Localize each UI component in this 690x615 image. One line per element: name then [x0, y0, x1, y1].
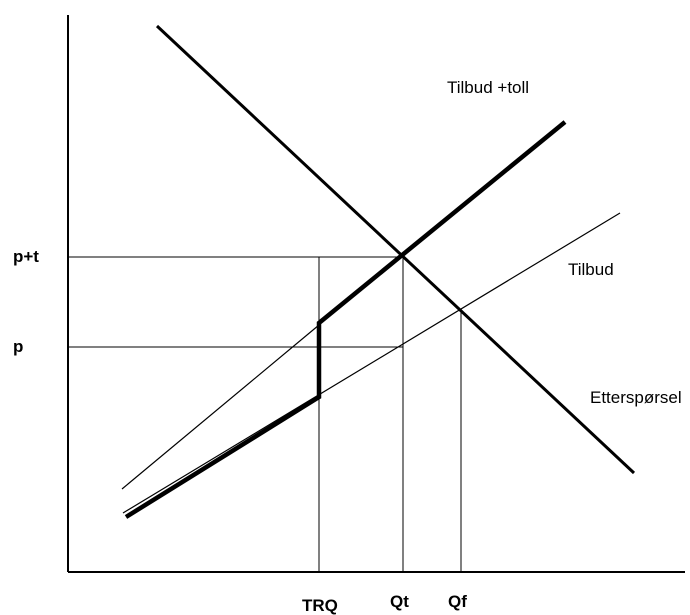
shifted-supply-line [121, 324, 320, 490]
supply-tariff-curve [124, 120, 567, 519]
supply-curve [122, 212, 621, 514]
demand-label: Etterspørsel [590, 388, 682, 407]
qt-label: Qt [390, 592, 409, 611]
supply-label: Tilbud [568, 260, 614, 279]
trq-label: TRQ [302, 596, 338, 615]
price-label: p [13, 337, 23, 356]
demand-curve [155, 24, 636, 475]
price-tariff-label: p+t [13, 247, 39, 266]
supply-tariff-label: Tilbud +toll [447, 78, 529, 97]
qf-label: Qf [448, 592, 467, 611]
